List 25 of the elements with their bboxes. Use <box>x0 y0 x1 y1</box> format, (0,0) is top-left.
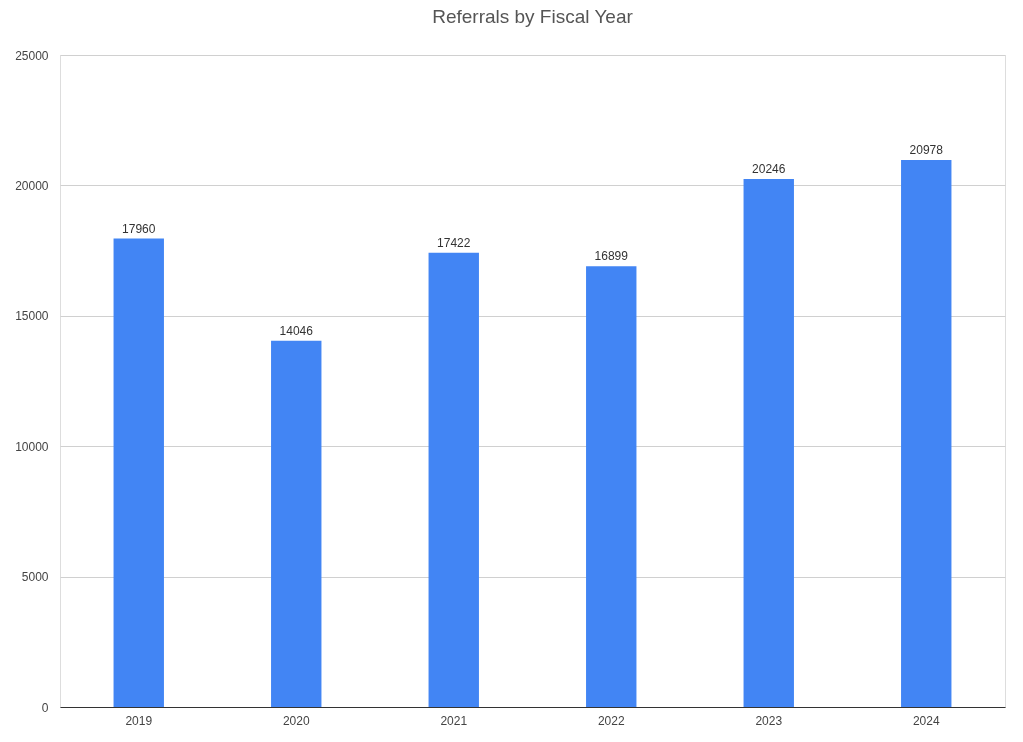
bar <box>113 238 164 707</box>
x-tick-label: 2019 <box>125 713 153 728</box>
y-tick-label: 0 <box>41 700 49 715</box>
data-label: 20246 <box>752 161 786 176</box>
bar <box>271 340 322 707</box>
x-tick-label: 2020 <box>282 713 310 728</box>
data-label: 17960 <box>122 221 156 236</box>
bar <box>586 266 637 707</box>
data-label: 16899 <box>594 249 629 264</box>
y-tick-label: 10000 <box>15 439 49 454</box>
x-tick-label: 2024 <box>912 713 940 728</box>
y-tick-label: 5000 <box>21 570 49 585</box>
y-tick-label: 25000 <box>15 48 49 63</box>
chart-title: Referrals by Fiscal Year <box>432 6 634 27</box>
x-tick-label: 2021 <box>440 713 468 728</box>
x-tick-label: 2023 <box>755 713 783 728</box>
bar <box>901 159 952 707</box>
bar <box>743 178 794 707</box>
x-tick-label: 2022 <box>597 713 625 728</box>
data-label: 20978 <box>909 142 944 157</box>
data-label: 17422 <box>437 235 471 250</box>
y-tick-label: 15000 <box>15 309 49 324</box>
y-tick-label: 20000 <box>15 178 49 193</box>
data-label: 14046 <box>279 323 314 338</box>
bar <box>428 252 479 707</box>
